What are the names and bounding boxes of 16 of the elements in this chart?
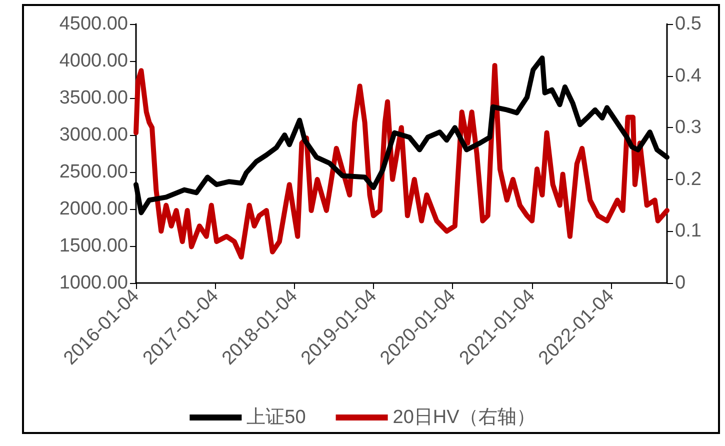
y-tick-label: 4000.00 [59, 50, 128, 72]
y2-tick-label: 0.2 [675, 168, 702, 190]
y2-tick-label: 0.4 [675, 65, 702, 86]
y2-tick-label: 0 [675, 272, 686, 294]
y2-tick-label: 0.5 [675, 14, 702, 34]
y-tick-label: 2000.00 [59, 198, 128, 220]
y-tick-label: 2500.00 [59, 162, 128, 182]
y-tick-label: 3000.00 [59, 124, 128, 146]
y2-tick-label: 0.3 [675, 117, 702, 138]
legend-label: 20日HV（右轴） [392, 407, 536, 428]
y-tick-label: 1000.00 [59, 272, 128, 294]
legend-label: 上证50 [246, 407, 306, 428]
y2-tick-label: 0.1 [675, 220, 702, 242]
y-tick-label: 1500.00 [59, 236, 128, 256]
y-tick-label: 4500.00 [59, 14, 128, 34]
y-tick-label: 3500.00 [59, 88, 128, 108]
